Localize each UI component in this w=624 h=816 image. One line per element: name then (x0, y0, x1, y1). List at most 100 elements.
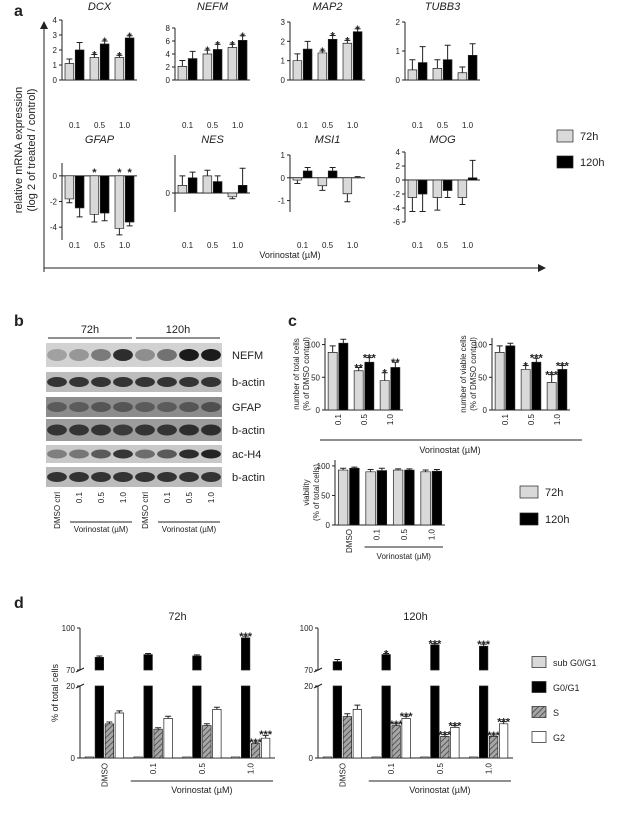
blot-band (179, 349, 199, 361)
chart-title: DCX (88, 1, 112, 13)
x-axis-label: Vorinostat (µM) (162, 525, 217, 534)
bar (302, 48, 313, 81)
x-tick-label: 1.0 (119, 121, 131, 130)
x-tick-label: 0.5 (322, 121, 334, 130)
blot-band (201, 449, 221, 459)
lane-label: 0.1 (163, 491, 172, 503)
bar (99, 43, 110, 81)
x-tick-label: 0.1 (182, 121, 194, 130)
bar (440, 736, 450, 759)
error-bar (101, 213, 108, 222)
significance-label: *** (363, 353, 377, 365)
chart-title: MSI1 (315, 134, 341, 146)
y-tick-label: 0 (316, 406, 321, 415)
bar (327, 39, 338, 81)
blot-band (157, 424, 177, 436)
bar (187, 177, 198, 194)
y-tick-label: 2 (396, 18, 401, 27)
significance-label: *** (249, 737, 263, 749)
error-bar (294, 180, 301, 184)
error-bar (189, 50, 196, 59)
error-bar (480, 643, 487, 647)
x-tick-label: 0.1 (149, 762, 158, 774)
error-bar (469, 159, 476, 178)
y-tick-label: 1 (281, 151, 286, 160)
significance-label: * (383, 368, 388, 380)
bar (261, 737, 271, 759)
y-tick-label: 0 (483, 406, 488, 415)
bar (163, 718, 173, 759)
significance-label: * (215, 39, 220, 51)
significance-label: * (524, 360, 529, 372)
blot-strip (46, 445, 222, 463)
error-bar (229, 196, 236, 200)
blot-band (201, 349, 221, 361)
error-bar (355, 366, 362, 371)
error-bar (229, 43, 236, 48)
error-bar (378, 467, 385, 471)
x-tick-label: 0.5 (322, 241, 334, 250)
bar (432, 179, 443, 198)
significance-label: *** (497, 717, 511, 729)
significance-label: *** (477, 639, 491, 651)
y-tick-label: -4 (50, 223, 58, 232)
bar (64, 63, 75, 81)
y-tick-label: -1 (278, 197, 286, 206)
bar (187, 58, 198, 81)
legend-label: G0/G1 (553, 683, 580, 693)
y-tick-label: 0 (281, 76, 286, 85)
x-tick-label: 0.1 (297, 241, 309, 250)
y-tick-label: 0 (326, 521, 331, 530)
legend-swatch (519, 485, 539, 499)
bar (417, 179, 428, 195)
y-tick-label: 2 (53, 46, 58, 55)
bar (391, 725, 401, 759)
bar (99, 175, 110, 214)
y-tick-label: 2 (166, 63, 171, 72)
bar (212, 49, 223, 81)
x-tick-label: 0.1 (69, 241, 81, 250)
error-bar (459, 66, 466, 73)
bar (407, 179, 418, 198)
blot-band (91, 449, 111, 459)
error-bar (262, 734, 269, 739)
blot-band (135, 449, 155, 459)
y-tick-label: 50 (311, 373, 320, 382)
bar (457, 179, 468, 198)
error-bar (252, 741, 259, 744)
bar (531, 361, 542, 411)
bar (342, 42, 353, 81)
x-tick-label: 0.5 (436, 762, 445, 774)
bar (202, 725, 212, 759)
significance-label: * (92, 167, 97, 179)
bar (322, 756, 332, 759)
x-tick-label: 1.0 (347, 241, 359, 250)
y-axis-label: relative mRNA expression (13, 87, 25, 214)
blot-band (113, 377, 133, 387)
x-tick-label: 1.0 (119, 241, 131, 250)
blot-band (157, 449, 177, 459)
bar (392, 469, 404, 526)
bar (114, 175, 125, 229)
significance-label: *** (428, 639, 442, 651)
error-bar (304, 40, 311, 50)
error-bar (319, 50, 326, 53)
bar (404, 469, 415, 526)
error-bar (434, 59, 441, 69)
error-bar (204, 169, 211, 176)
bar (89, 57, 100, 81)
error-bar (496, 345, 503, 353)
y-tick-label: -2 (393, 190, 401, 199)
x-tick-label: 0.5 (437, 241, 449, 250)
legend-label: S (553, 708, 559, 718)
blot-band (47, 472, 67, 482)
blot-band (179, 377, 199, 387)
significance-label: * (117, 167, 122, 179)
error-bar (548, 374, 555, 383)
x-tick-label: 0.5 (400, 528, 409, 540)
blot-band (179, 449, 199, 459)
error-bar (344, 39, 351, 44)
bar (401, 718, 411, 759)
legend-swatch (531, 731, 547, 743)
blot-band (69, 424, 89, 436)
